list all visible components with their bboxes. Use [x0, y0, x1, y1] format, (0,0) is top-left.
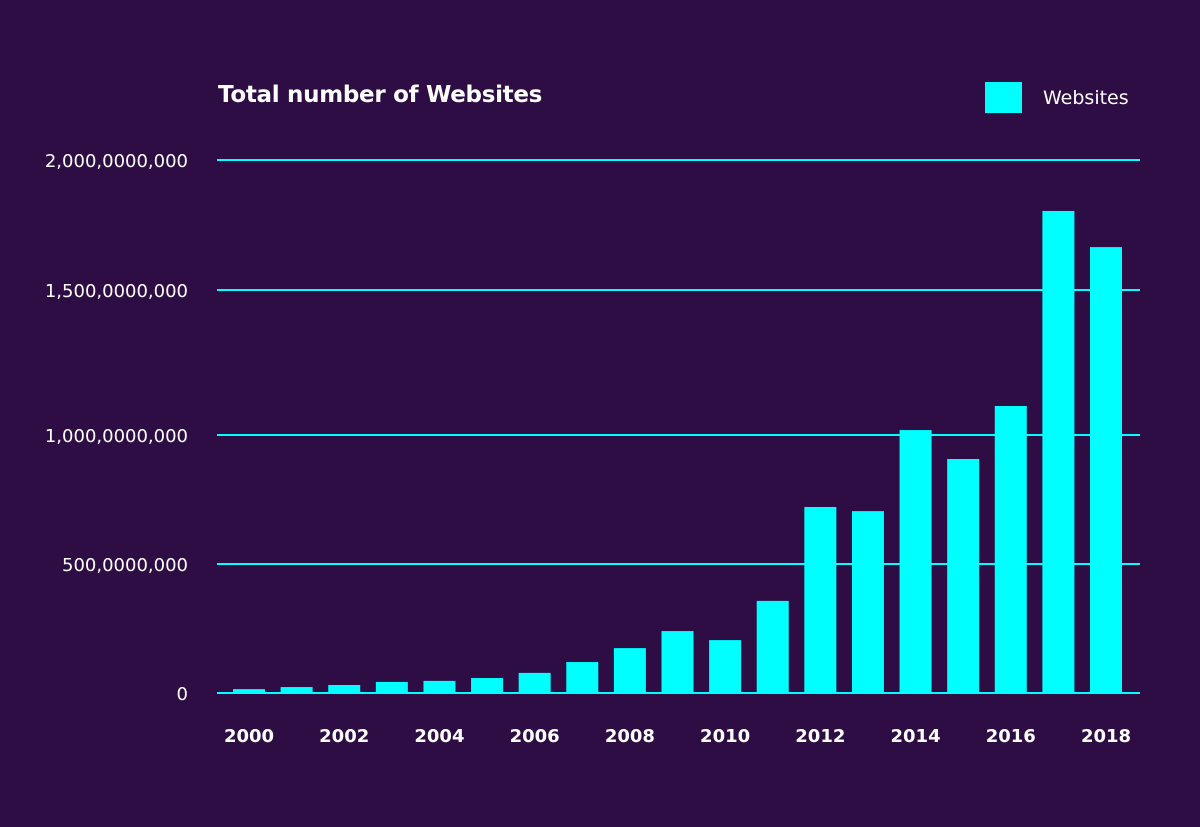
x-tick-label: 2006 — [510, 726, 560, 747]
x-tick-label: 2018 — [1081, 726, 1131, 747]
bar-2010 — [709, 640, 742, 693]
bar-2015 — [947, 458, 980, 693]
legend: Websites — [985, 82, 1129, 113]
x-tick-label: 2002 — [319, 726, 369, 747]
bar-2006 — [518, 672, 551, 693]
x-tick-label: 2000 — [224, 726, 274, 747]
bar-2014 — [899, 430, 932, 693]
y-tick-label: 0 — [177, 684, 188, 705]
x-tick-label: 2004 — [414, 726, 464, 747]
bar-2000 — [233, 689, 265, 693]
x-tick-label: 2016 — [986, 726, 1036, 747]
bar-2005 — [471, 678, 504, 693]
bar-2017 — [1042, 210, 1075, 693]
x-tick-label: 2012 — [795, 726, 845, 747]
bar-2008 — [613, 648, 646, 693]
bar-2011 — [756, 600, 789, 693]
bar-2018 — [1090, 247, 1122, 693]
chart-title: Total number of Websites — [218, 82, 543, 108]
x-tick-label: 2014 — [891, 726, 941, 747]
bar-2016 — [994, 406, 1027, 693]
y-tick-label: 2,000,0000,000 — [45, 151, 188, 172]
x-tick-label: 2010 — [700, 726, 750, 747]
legend-label: Websites — [1043, 86, 1129, 109]
x-tick-label: 2008 — [605, 726, 655, 747]
bar-2012 — [804, 506, 837, 693]
y-tick-label: 1,500,0000,000 — [45, 281, 188, 302]
bar-2003 — [375, 681, 408, 693]
bar-2002 — [328, 685, 361, 693]
y-tick-label: 500,0000,000 — [62, 555, 188, 576]
bar-2007 — [566, 662, 599, 693]
bar-2009 — [661, 631, 694, 693]
bar-2001 — [280, 687, 313, 693]
bar-2004 — [423, 680, 456, 693]
bar-2013 — [851, 511, 884, 693]
y-tick-label: 1,000,0000,000 — [45, 426, 188, 447]
legend-swatch — [985, 82, 1022, 113]
